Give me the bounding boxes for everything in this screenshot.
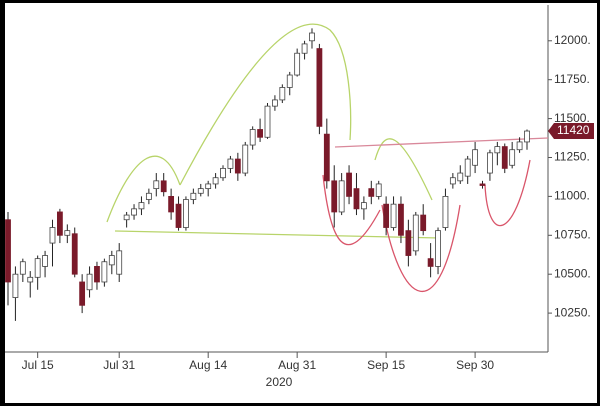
x-tick-label: Aug 31: [278, 358, 316, 372]
green-neckline: [114, 230, 441, 239]
candle-body: [390, 203, 397, 228]
candle-body: [160, 180, 167, 193]
candle-body: [264, 105, 271, 138]
candle-body: [442, 195, 449, 228]
candle-body: [368, 188, 375, 197]
candle-body: [145, 192, 152, 200]
x-tick-label: Sep 30: [456, 358, 494, 372]
candle-body: [353, 188, 360, 210]
candle-body: [71, 233, 78, 275]
pink-neckline: [334, 137, 549, 148]
candle-body: [197, 188, 204, 194]
red-arc: [484, 159, 531, 227]
candle-body: [64, 230, 71, 236]
candle-body: [405, 230, 412, 256]
candle-body: [398, 203, 404, 236]
candle-body: [301, 43, 308, 54]
candle-body: [309, 32, 315, 42]
x-tick-label: Sep 15: [367, 358, 405, 372]
x-tick-label: Jul 15: [22, 358, 54, 372]
candle-body: [79, 281, 86, 306]
candle-body: [123, 214, 130, 221]
candle-body: [116, 250, 123, 275]
candle-body: [205, 183, 212, 190]
candle-body: [524, 130, 530, 143]
y-tick-label: 11250.: [554, 150, 590, 164]
x-tick-label: Jul 31: [103, 358, 135, 372]
candle-body: [375, 183, 382, 197]
candle-body: [331, 180, 338, 213]
candle-body: [279, 87, 286, 101]
y-tick-label: 10250.: [554, 305, 591, 319]
candle-body: [108, 255, 115, 266]
candle-body: [464, 158, 471, 177]
candle-body: [316, 48, 323, 127]
candle-body: [212, 177, 219, 185]
candle-body: [153, 180, 160, 190]
candle-body: [449, 177, 456, 185]
candle-body: [49, 227, 56, 244]
red-arc: [381, 204, 461, 293]
candle-body: [131, 208, 137, 216]
candle-body: [94, 266, 100, 283]
annotations: [106, 23, 549, 293]
candle-body: [420, 214, 427, 232]
candle-body: [472, 149, 479, 166]
candle-body: [346, 172, 352, 197]
y-tick-label: 11750.: [554, 72, 590, 86]
candle-body: [12, 273, 19, 298]
candle-body: [183, 199, 189, 228]
candle-body: [190, 192, 197, 200]
y-tick-label: 12000.: [554, 33, 591, 47]
y-tick-label: 10500.: [554, 266, 591, 280]
candle-body: [323, 133, 330, 182]
candle-body: [360, 202, 367, 210]
candle-body: [168, 195, 175, 213]
candle-body: [457, 172, 464, 182]
candle-body: [383, 203, 390, 228]
candle-body: [412, 214, 419, 252]
last-price-box: [548, 123, 594, 140]
candle-body: [286, 74, 293, 88]
x-tick-label: Aug 14: [189, 358, 227, 372]
candle-body: [242, 144, 249, 174]
candle-body: [34, 258, 41, 278]
candle-body: [509, 149, 516, 166]
candle-body: [487, 152, 493, 174]
candle-body: [57, 211, 63, 236]
candle-body: [227, 158, 234, 169]
candle-body: [272, 99, 278, 107]
candle-body: [294, 52, 301, 76]
candle-body: [86, 273, 93, 291]
candle-body: [494, 146, 501, 154]
candle-body: [234, 158, 241, 174]
candle-body: [175, 203, 182, 228]
candle-body: [101, 261, 108, 283]
candle-body: [338, 180, 345, 213]
y-tick-label: 10750.: [554, 227, 591, 241]
candle-body: [427, 258, 434, 267]
candle-body: [249, 129, 256, 146]
candle-body: [501, 146, 508, 169]
y-tick-label: 11000.: [554, 189, 590, 203]
left-edge: [0, 0, 5, 406]
candle-body: [27, 276, 34, 283]
candle-body: [138, 202, 145, 210]
candle-body: [5, 219, 11, 283]
green-arc: [374, 138, 433, 201]
candle-body: [257, 129, 263, 138]
candle-body: [479, 183, 486, 186]
year-label: 2020: [266, 375, 293, 389]
candle-body: [220, 167, 226, 179]
y-tick-label: 11500.: [554, 111, 590, 125]
last-price-label: 11420: [557, 123, 590, 137]
candle-body: [42, 255, 48, 267]
candle-body: [19, 261, 26, 275]
candle-body: [516, 141, 523, 151]
green-arc: [179, 23, 352, 186]
candle-body: [435, 230, 441, 267]
red-arc: [322, 174, 381, 246]
green-arc: [106, 155, 181, 223]
